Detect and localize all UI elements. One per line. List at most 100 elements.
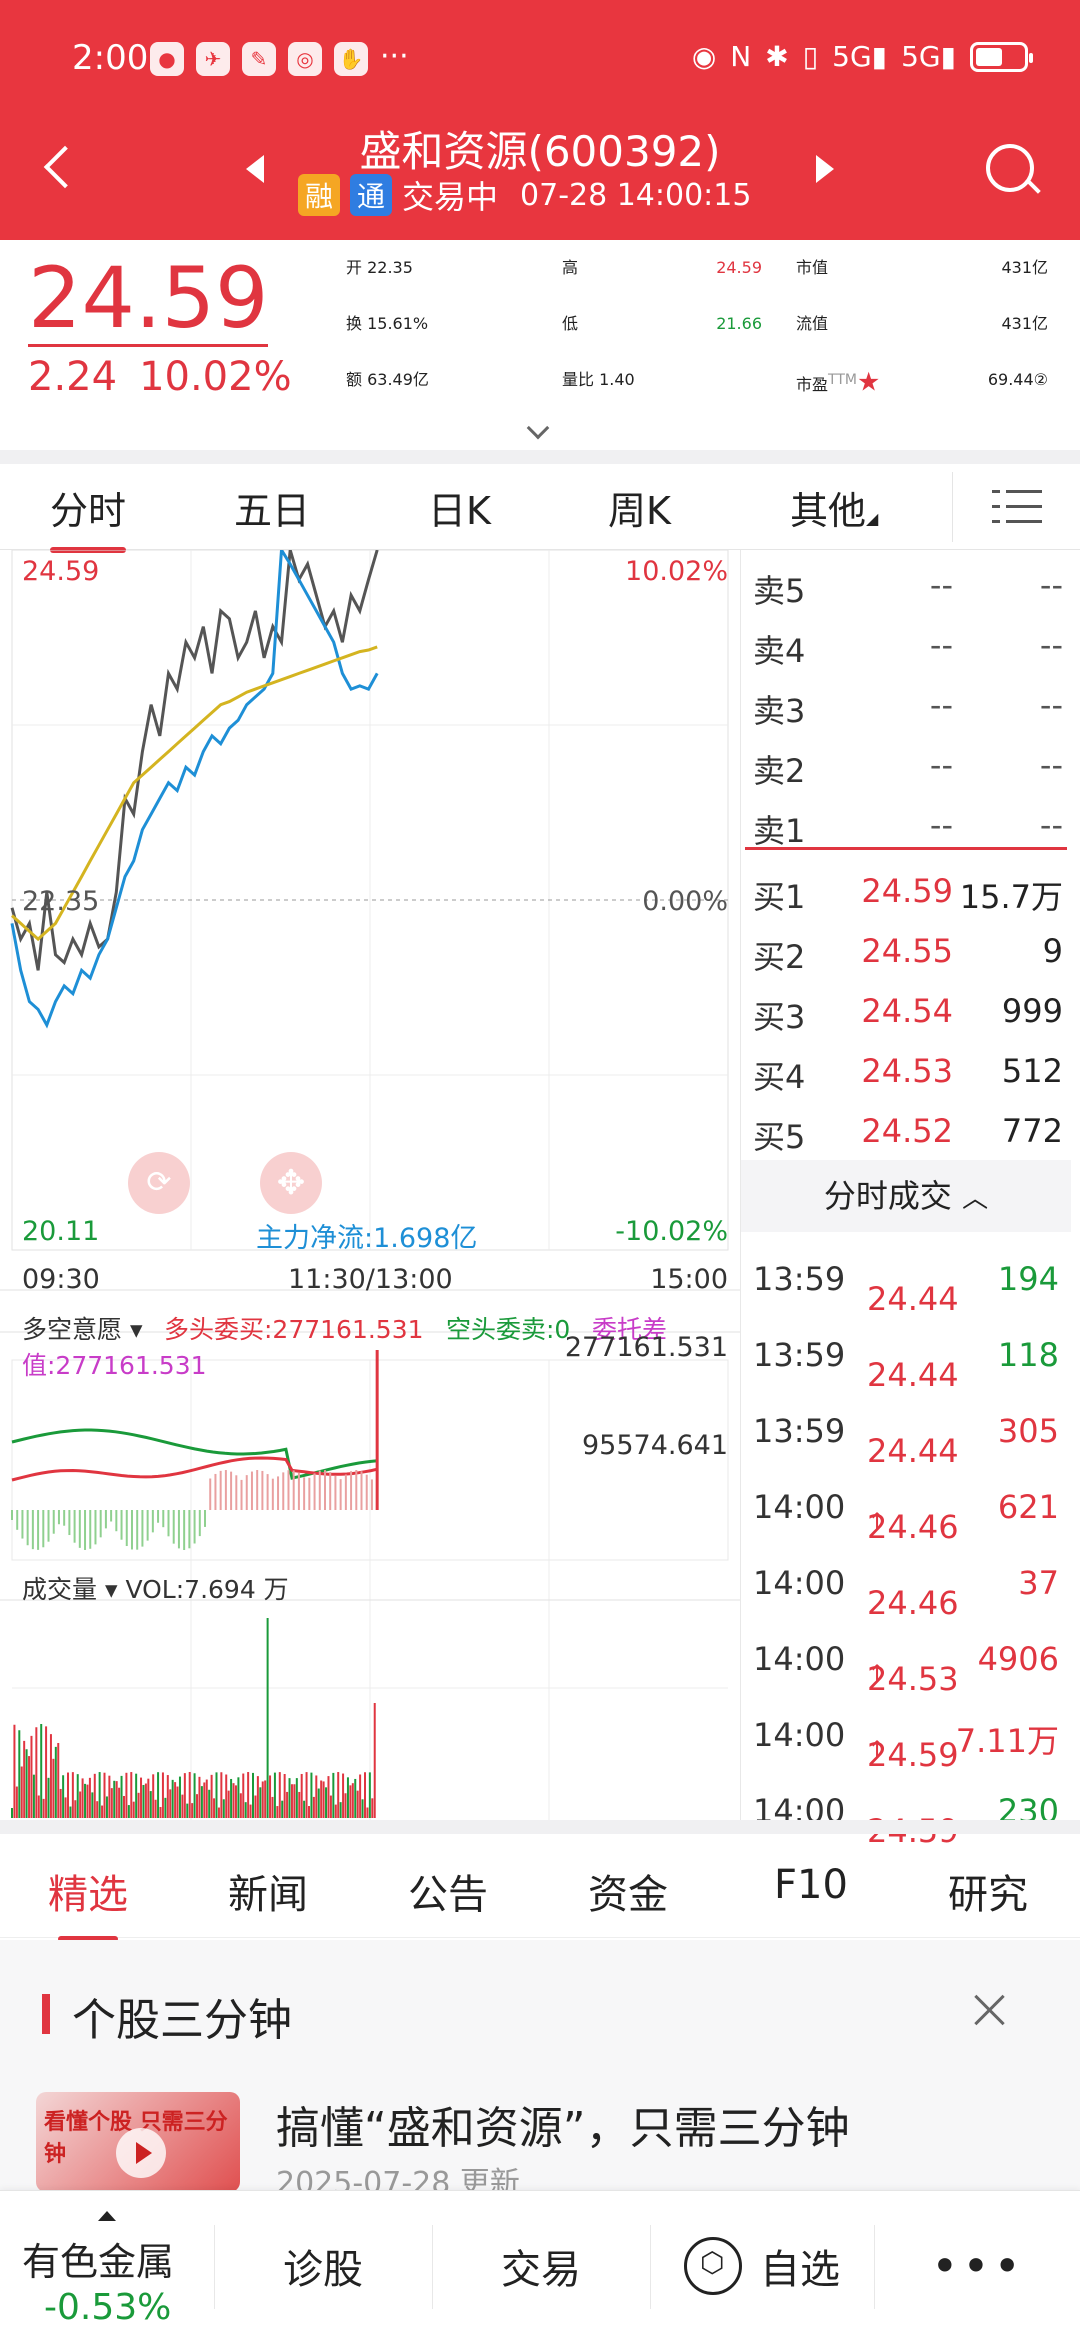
bid-volume: 15.7万 xyxy=(959,878,1063,916)
trade-button[interactable]: 交易 xyxy=(501,2247,581,2293)
indicator-selector[interactable]: 多空意愿 ▾ xyxy=(22,1315,143,1344)
search-icon[interactable] xyxy=(982,140,1042,200)
next-stock-icon[interactable] xyxy=(816,155,834,183)
ask-row[interactable]: 卖1 -- -- xyxy=(741,794,1071,854)
volume-selector[interactable]: 成交量 ▾ VOL:7.694 万 xyxy=(22,1575,289,1604)
quote-datetime: 07-28 14:00:15 xyxy=(520,177,752,213)
chevron-up-icon: ︿ xyxy=(962,1184,989,1214)
quote-mktcap: 市值 431亿 xyxy=(796,258,1048,277)
ask-price: -- xyxy=(929,806,953,844)
indicator-diff-label: 委托差 xyxy=(592,1315,668,1344)
ask-row[interactable]: 卖3 -- -- xyxy=(741,674,1071,734)
divider xyxy=(952,472,953,542)
vibrate-icon: ▯ xyxy=(802,40,819,73)
tab-daily-k[interactable]: 日K xyxy=(428,489,491,533)
connect-tag: 通 xyxy=(350,174,392,216)
status-time: 2:00 xyxy=(72,38,149,78)
quote-turnover: 换 15.61% xyxy=(346,314,429,333)
divider xyxy=(0,1820,1080,1834)
tab-news[interactable]: 新闻 xyxy=(228,1872,308,1918)
app-notification-icon: ◎ xyxy=(288,42,322,76)
bid-row[interactable]: 买1 24.59 15.7万 xyxy=(741,860,1071,920)
bid-price: 24.52 xyxy=(861,1112,953,1150)
tab-f10[interactable]: F10 xyxy=(774,1862,848,1908)
tab-featured[interactable]: 精选 xyxy=(48,1862,128,1942)
chart-tabs: 分时 五日 日K 周K 其他◢ xyxy=(0,464,1080,553)
bid-row[interactable]: 买2 24.55 9 xyxy=(741,920,1071,980)
ticks-header[interactable]: 分时成交 ︿ xyxy=(741,1160,1071,1232)
tab-announcements[interactable]: 公告 xyxy=(408,1872,488,1918)
avg-price-line xyxy=(10,645,378,942)
app-notification-icon: ✈ xyxy=(196,42,230,76)
axis-price-low: 20.11 xyxy=(22,1216,100,1247)
tab-funds[interactable]: 资金 xyxy=(588,1872,668,1918)
bid-row[interactable]: 买3 24.54 999 xyxy=(741,980,1071,1040)
ask-volume: -- xyxy=(1039,686,1063,724)
tab-research[interactable]: 研究 xyxy=(948,1872,1028,1918)
move-crosshair-icon[interactable]: ✥ xyxy=(260,1152,322,1214)
star-icon: ★ xyxy=(856,367,881,398)
tick-time: 14:00 xyxy=(753,1564,846,1602)
ask-row[interactable]: 卖5 -- -- xyxy=(741,554,1071,614)
close-icon[interactable] xyxy=(970,1990,1010,2030)
nfc-icon: N xyxy=(730,40,752,73)
order-book: 卖5 -- -- 卖4 -- -- 卖3 -- -- 卖2 -- -- 卖1 -- --… xyxy=(740,550,1080,1850)
change-amount: 2.24 xyxy=(28,354,118,400)
ask-row[interactable]: 卖2 -- -- xyxy=(741,734,1071,794)
diagnose-button[interactable]: 诊股 xyxy=(283,2247,363,2293)
watchlist-button[interactable]: 自选 xyxy=(652,2191,872,2340)
tick-row: 14:00 24.59 ↑ 7.11万 xyxy=(753,1716,1059,1774)
axis-prev-close: 22.35 xyxy=(22,886,100,917)
sector-button[interactable]: 有色金属 -0.53% xyxy=(0,2191,212,2340)
stock-subtitle: 融 通 交易中 07-28 14:00:15 xyxy=(298,172,751,218)
dropdown-corner-icon: ◢ xyxy=(866,509,879,528)
quote-panel[interactable]: 24.59 2.24 10.02% 开 22.35 换 15.61% 额 63.… xyxy=(0,240,1080,450)
tick-volume: 305 xyxy=(997,1412,1059,1450)
caret-up-icon xyxy=(98,2211,116,2221)
bid-row[interactable]: 买5 24.52 772 xyxy=(741,1100,1071,1160)
tab-other[interactable]: 其他◢ xyxy=(790,489,879,533)
prev-stock-icon[interactable] xyxy=(246,155,264,183)
ask-volume: -- xyxy=(1039,806,1063,844)
chevron-down-icon[interactable] xyxy=(526,416,550,440)
bid-label: 买4 xyxy=(753,1058,806,1096)
watchlist-icon xyxy=(684,2237,742,2295)
quote-pe: 市盈TTM★ 69.44② xyxy=(796,367,1048,398)
tab-intraday[interactable]: 分时 xyxy=(50,480,127,553)
quote-high: 高 24.59 xyxy=(562,258,762,277)
bid-row[interactable]: 买4 24.53 512 xyxy=(741,1040,1071,1100)
bid-price: 24.54 xyxy=(861,992,953,1030)
status-bar: 2:00 ● ✈ ✎ ◎ ✋ ··· ◉ N ✱ ▯ 5G▮ 5G▮ xyxy=(0,0,1080,120)
intraday-chart[interactable]: 24.59 10.02% 22.35 0.00% 20.11 -10.02% 主… xyxy=(0,550,740,1820)
header-bar: 2:00 ● ✈ ✎ ◎ ✋ ··· ◉ N ✱ ▯ 5G▮ 5G▮ 盛和资源(… xyxy=(0,0,1080,240)
news-thumbnail[interactable]: 看懂个股 只需三分钟 xyxy=(36,2092,240,2192)
list-settings-icon[interactable] xyxy=(992,486,1042,528)
ask-price: -- xyxy=(929,686,953,724)
quote-open: 开 22.35 xyxy=(346,258,413,277)
three-minute-section: 个股三分钟 看懂个股 只需三分钟 搞懂“盛和资源”，只需三分钟 2025-07-… xyxy=(0,1940,1080,2201)
news-title[interactable]: 搞懂“盛和资源”，只需三分钟 xyxy=(276,2103,850,2154)
bid-volume: 999 xyxy=(1001,992,1063,1030)
eye-icon: ◉ xyxy=(691,40,717,73)
play-icon[interactable] xyxy=(116,2128,166,2178)
quote-volratio: 量比 1.40 xyxy=(562,370,635,389)
bid-label: 买5 xyxy=(753,1118,806,1156)
indicator-short: 空头委卖:0 xyxy=(446,1315,571,1344)
signal-icon: 5G▮ xyxy=(832,40,888,73)
axis-price-high: 24.59 xyxy=(22,556,100,587)
trade-status: 交易中 xyxy=(402,178,499,216)
ask-label: 卖5 xyxy=(753,572,806,610)
ask-label: 卖3 xyxy=(753,692,806,730)
app-notification-icon: ✋ xyxy=(334,42,368,76)
tab-weekly-k[interactable]: 周K xyxy=(608,489,671,533)
tab-five-day[interactable]: 五日 xyxy=(234,489,311,533)
battery-icon xyxy=(970,41,1033,72)
bid-volume: 9 xyxy=(1042,932,1063,970)
tick-time: 13:59 xyxy=(753,1260,846,1298)
ask-price: -- xyxy=(929,566,953,604)
app-notification-icon: ● xyxy=(150,42,184,76)
ask-row[interactable]: 卖4 -- -- xyxy=(741,614,1071,674)
tick-row: 14:00 24.46 ↑ 621 xyxy=(753,1488,1059,1546)
more-button[interactable]: ••• xyxy=(876,2191,1080,2340)
rotate-screen-icon[interactable]: ⟳ xyxy=(128,1152,190,1214)
